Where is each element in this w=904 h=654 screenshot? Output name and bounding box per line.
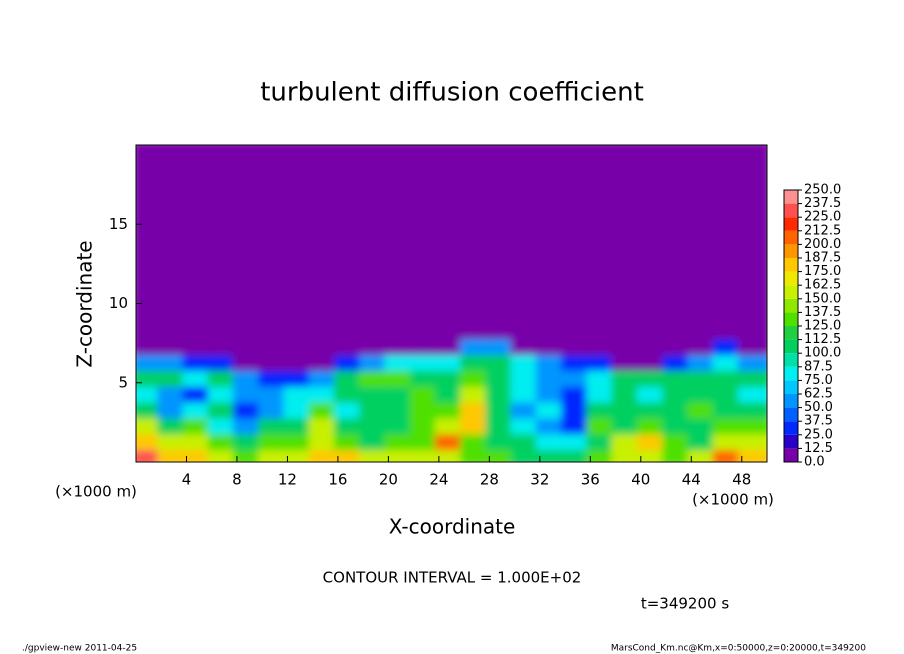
chart-title: turbulent diffusion coefficient: [260, 78, 644, 108]
y-unit: (×1000 m): [55, 483, 137, 501]
x-tick-label: 12: [278, 471, 297, 489]
x-tick-label: 44: [682, 471, 701, 489]
colorbar-label: 37.5: [804, 414, 833, 429]
colorbar-swatch: [784, 271, 798, 286]
colorbar-swatch: [784, 421, 798, 435]
x-tick-label: 20: [379, 471, 398, 489]
colorbar-label: 0.0: [804, 455, 825, 470]
colorbar-label: 237.5: [804, 196, 841, 211]
colorbar-swatch: [784, 394, 798, 408]
colorbar-label: 150.0: [804, 291, 841, 306]
colorbar-label: 50.0: [804, 400, 833, 415]
colorbar-swatch: [784, 203, 798, 218]
colorbar-label: 112.5: [804, 332, 841, 347]
x-tick-label: 40: [631, 471, 650, 489]
x-tick-label: 4: [182, 471, 192, 489]
colorbar-label: 125.0: [804, 319, 841, 334]
colorbar-swatch: [784, 326, 798, 340]
colorbar-swatch: [784, 434, 798, 449]
colorbar-label: 100.0: [804, 346, 841, 361]
colorbar-swatch: [784, 298, 798, 313]
colorbar-label: 25.0: [804, 427, 833, 442]
time-note: t=349200 s: [641, 595, 729, 613]
colorbar-label: 162.5: [804, 278, 841, 293]
x-axis-title: X-coordinate: [389, 515, 516, 539]
footer-right: MarsCond_Km.nc@Km,x=0:50000,z=0:20000,t=…: [611, 644, 866, 654]
colorbar-swatch: [784, 339, 798, 354]
colorbar-swatch: [784, 366, 798, 381]
y-tick-label: 10: [109, 294, 128, 312]
y-tick-label: 5: [118, 373, 128, 391]
colorbar-label: 62.5: [804, 387, 833, 402]
colorbar-label: 175.0: [804, 264, 841, 279]
field-cells: [136, 145, 767, 462]
x-tick-label: 24: [429, 471, 448, 489]
colorbar-swatch: [784, 244, 798, 258]
colorbar-swatch: [784, 353, 798, 367]
y-axis-title: Z-coordinate: [73, 240, 97, 367]
x-unit: (×1000 m): [692, 491, 774, 509]
footer-left: ./gpview-new 2011-04-25: [22, 644, 137, 654]
colorbar-label: 12.5: [804, 441, 833, 456]
colorbar-swatch: [784, 217, 798, 231]
field-cell: [737, 145, 767, 340]
x-tick-label: 32: [530, 471, 549, 489]
contour-note: CONTOUR INTERVAL = 1.000E+02: [323, 569, 582, 587]
colorbar-label: 225.0: [804, 210, 841, 225]
x-tick-label: 48: [732, 471, 751, 489]
x-tick-label: 8: [232, 471, 242, 489]
colorbar-swatch: [784, 230, 798, 245]
colorbar-label: 200.0: [804, 237, 841, 252]
colorbar-label: 187.5: [804, 251, 841, 266]
colorbar-swatch: [784, 190, 798, 204]
colorbar-label: 250.0: [804, 183, 841, 198]
colorbar-swatch: [784, 448, 798, 462]
colorbar-swatch: [784, 407, 798, 422]
field: [136, 145, 767, 462]
colorbar-swatch: [784, 258, 798, 272]
colorbar-label: 212.5: [804, 223, 841, 238]
colorbar-swatch: [784, 312, 798, 326]
x-tick-label: 16: [328, 471, 347, 489]
colorbar-swatch: [784, 285, 798, 299]
colorbar-label: 75.0: [804, 373, 833, 388]
colorbar-label: 137.5: [804, 305, 841, 320]
y-tick-label: 15: [109, 215, 128, 233]
x-tick-label: 28: [480, 471, 499, 489]
x-tick-label: 36: [581, 471, 600, 489]
colorbar-label: 87.5: [804, 359, 833, 374]
colorbar-swatch: [784, 380, 798, 394]
